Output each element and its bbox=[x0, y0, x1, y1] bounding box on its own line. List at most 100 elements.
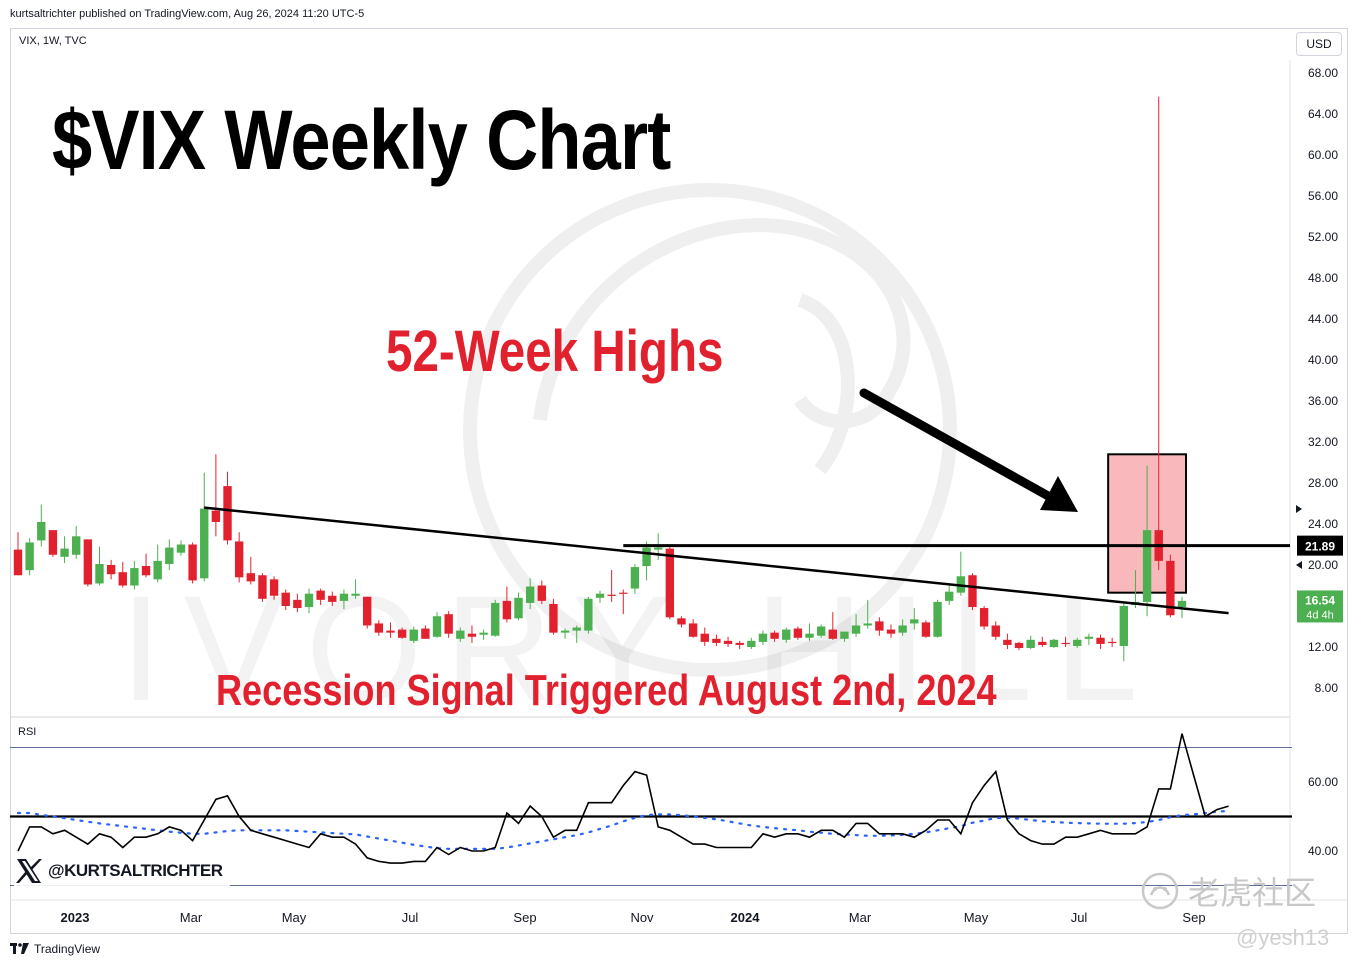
candle-down bbox=[1014, 641, 1024, 651]
corner-watermark: 老虎社区 bbox=[1140, 868, 1316, 914]
tradingview-brand: TradingView bbox=[34, 942, 101, 956]
candle-body bbox=[1038, 641, 1047, 645]
candle-body bbox=[1166, 560, 1175, 616]
candle-body bbox=[875, 621, 884, 631]
candle-down bbox=[712, 634, 721, 646]
candle-body bbox=[816, 626, 826, 636]
marker-icon bbox=[1296, 561, 1302, 569]
price-tick-label: 32.00 bbox=[1308, 435, 1338, 449]
candle-up bbox=[805, 623, 814, 641]
candle-up bbox=[851, 614, 861, 637]
social-handle-text: @KURTSALTRICHTER bbox=[48, 861, 223, 880]
candle-body bbox=[281, 592, 290, 606]
candle-up bbox=[130, 560, 139, 590]
candle-body bbox=[456, 630, 465, 639]
candle-body bbox=[153, 560, 162, 580]
candle-body bbox=[223, 486, 232, 541]
price-tick-label: 64.00 bbox=[1308, 107, 1338, 121]
recession-annotation: Recession Signal Triggered August 2nd, 2… bbox=[216, 666, 997, 715]
candle-body bbox=[898, 625, 907, 633]
candle-up bbox=[933, 599, 942, 638]
candle-down bbox=[374, 620, 384, 636]
candle-down bbox=[316, 588, 325, 605]
candle-body bbox=[945, 591, 954, 601]
candle-down bbox=[1096, 634, 1105, 650]
candle-body bbox=[176, 544, 186, 553]
price-tick-label: 48.00 bbox=[1308, 271, 1338, 285]
candle-body bbox=[1096, 637, 1105, 644]
candle-body bbox=[1014, 642, 1024, 649]
candle-body bbox=[48, 530, 58, 555]
candle-down bbox=[444, 611, 453, 638]
corner-watermark-text: 老虎社区 bbox=[1188, 875, 1317, 911]
candle-up bbox=[165, 539, 174, 571]
currency-button[interactable]: USD bbox=[1296, 32, 1342, 56]
candle-body bbox=[630, 567, 640, 589]
candle-body bbox=[397, 629, 407, 638]
elephant-watermark-icon bbox=[463, 183, 957, 677]
price-axis[interactable]: 68.00 64.00 60.00 56.00 52.00 48.00 44.00 40.00… bbox=[1308, 66, 1338, 858]
price-tick-label: 20.00 bbox=[1308, 558, 1338, 572]
time-tick-label: 2023 bbox=[61, 910, 90, 925]
candle-body bbox=[234, 541, 244, 578]
candle-down bbox=[118, 561, 127, 588]
candle-up bbox=[910, 608, 919, 630]
candle-up bbox=[945, 585, 954, 605]
time-tick-label: Sep bbox=[1182, 910, 1205, 925]
candle-up bbox=[304, 588, 314, 614]
candle-down bbox=[328, 591, 337, 606]
corner-user-watermark: @yesh13 bbox=[1236, 925, 1330, 950]
candle-body bbox=[1177, 600, 1187, 608]
candle-down bbox=[886, 624, 896, 638]
candle-up bbox=[560, 628, 570, 639]
level-price-text: 21.89 bbox=[1305, 540, 1335, 554]
candle-down bbox=[1038, 636, 1047, 647]
candle-body bbox=[677, 618, 686, 625]
candle-up bbox=[584, 596, 593, 634]
candle-body bbox=[1026, 639, 1035, 649]
candle-body bbox=[514, 597, 523, 619]
candle-body bbox=[723, 640, 733, 644]
candle-body bbox=[1061, 642, 1070, 645]
candle-body bbox=[654, 547, 663, 550]
candle-body bbox=[1003, 639, 1012, 645]
candle-body bbox=[700, 633, 709, 642]
drawing-layer bbox=[204, 506, 1290, 615]
tradingview-footer[interactable]: TradingView bbox=[10, 942, 100, 956]
rsi-pane[interactable] bbox=[10, 733, 1292, 886]
candle-up bbox=[479, 629, 488, 640]
candle-down bbox=[281, 589, 290, 611]
candle-body bbox=[805, 633, 814, 638]
candle-body bbox=[72, 536, 81, 555]
candle-down bbox=[537, 580, 546, 604]
candle-body bbox=[269, 579, 279, 596]
candle-up bbox=[525, 578, 535, 610]
candle-down bbox=[979, 606, 989, 630]
candle-body bbox=[979, 608, 989, 627]
candle-up bbox=[898, 619, 907, 636]
candle-down bbox=[188, 542, 197, 584]
candle-body bbox=[595, 593, 605, 598]
candle-up bbox=[1026, 635, 1035, 650]
candle-body bbox=[188, 544, 197, 581]
candle-up bbox=[1049, 638, 1059, 649]
rsi-pane-title: RSI bbox=[18, 726, 37, 738]
rsi-tick-label: 40.00 bbox=[1308, 844, 1338, 858]
time-tick-label: Jul bbox=[1071, 910, 1088, 925]
time-axis[interactable]: 2023 Mar May Jul Sep Nov 2024 Mar May Jul Sep bbox=[61, 910, 1206, 925]
candle-body bbox=[421, 628, 430, 639]
candle-down bbox=[1061, 636, 1070, 647]
candle-body bbox=[479, 632, 488, 635]
candle-up bbox=[863, 599, 872, 629]
candle-down bbox=[1003, 633, 1012, 650]
candle-up bbox=[200, 472, 209, 582]
candle-body bbox=[258, 575, 267, 599]
price-tick-label: 12.00 bbox=[1308, 640, 1338, 654]
tiger-logo-icon bbox=[1141, 872, 1179, 910]
candle-body bbox=[1142, 530, 1152, 602]
candle-body bbox=[747, 640, 756, 647]
price-tick-label: 68.00 bbox=[1308, 66, 1338, 80]
candle-up bbox=[339, 589, 349, 610]
candle-down bbox=[421, 625, 430, 639]
